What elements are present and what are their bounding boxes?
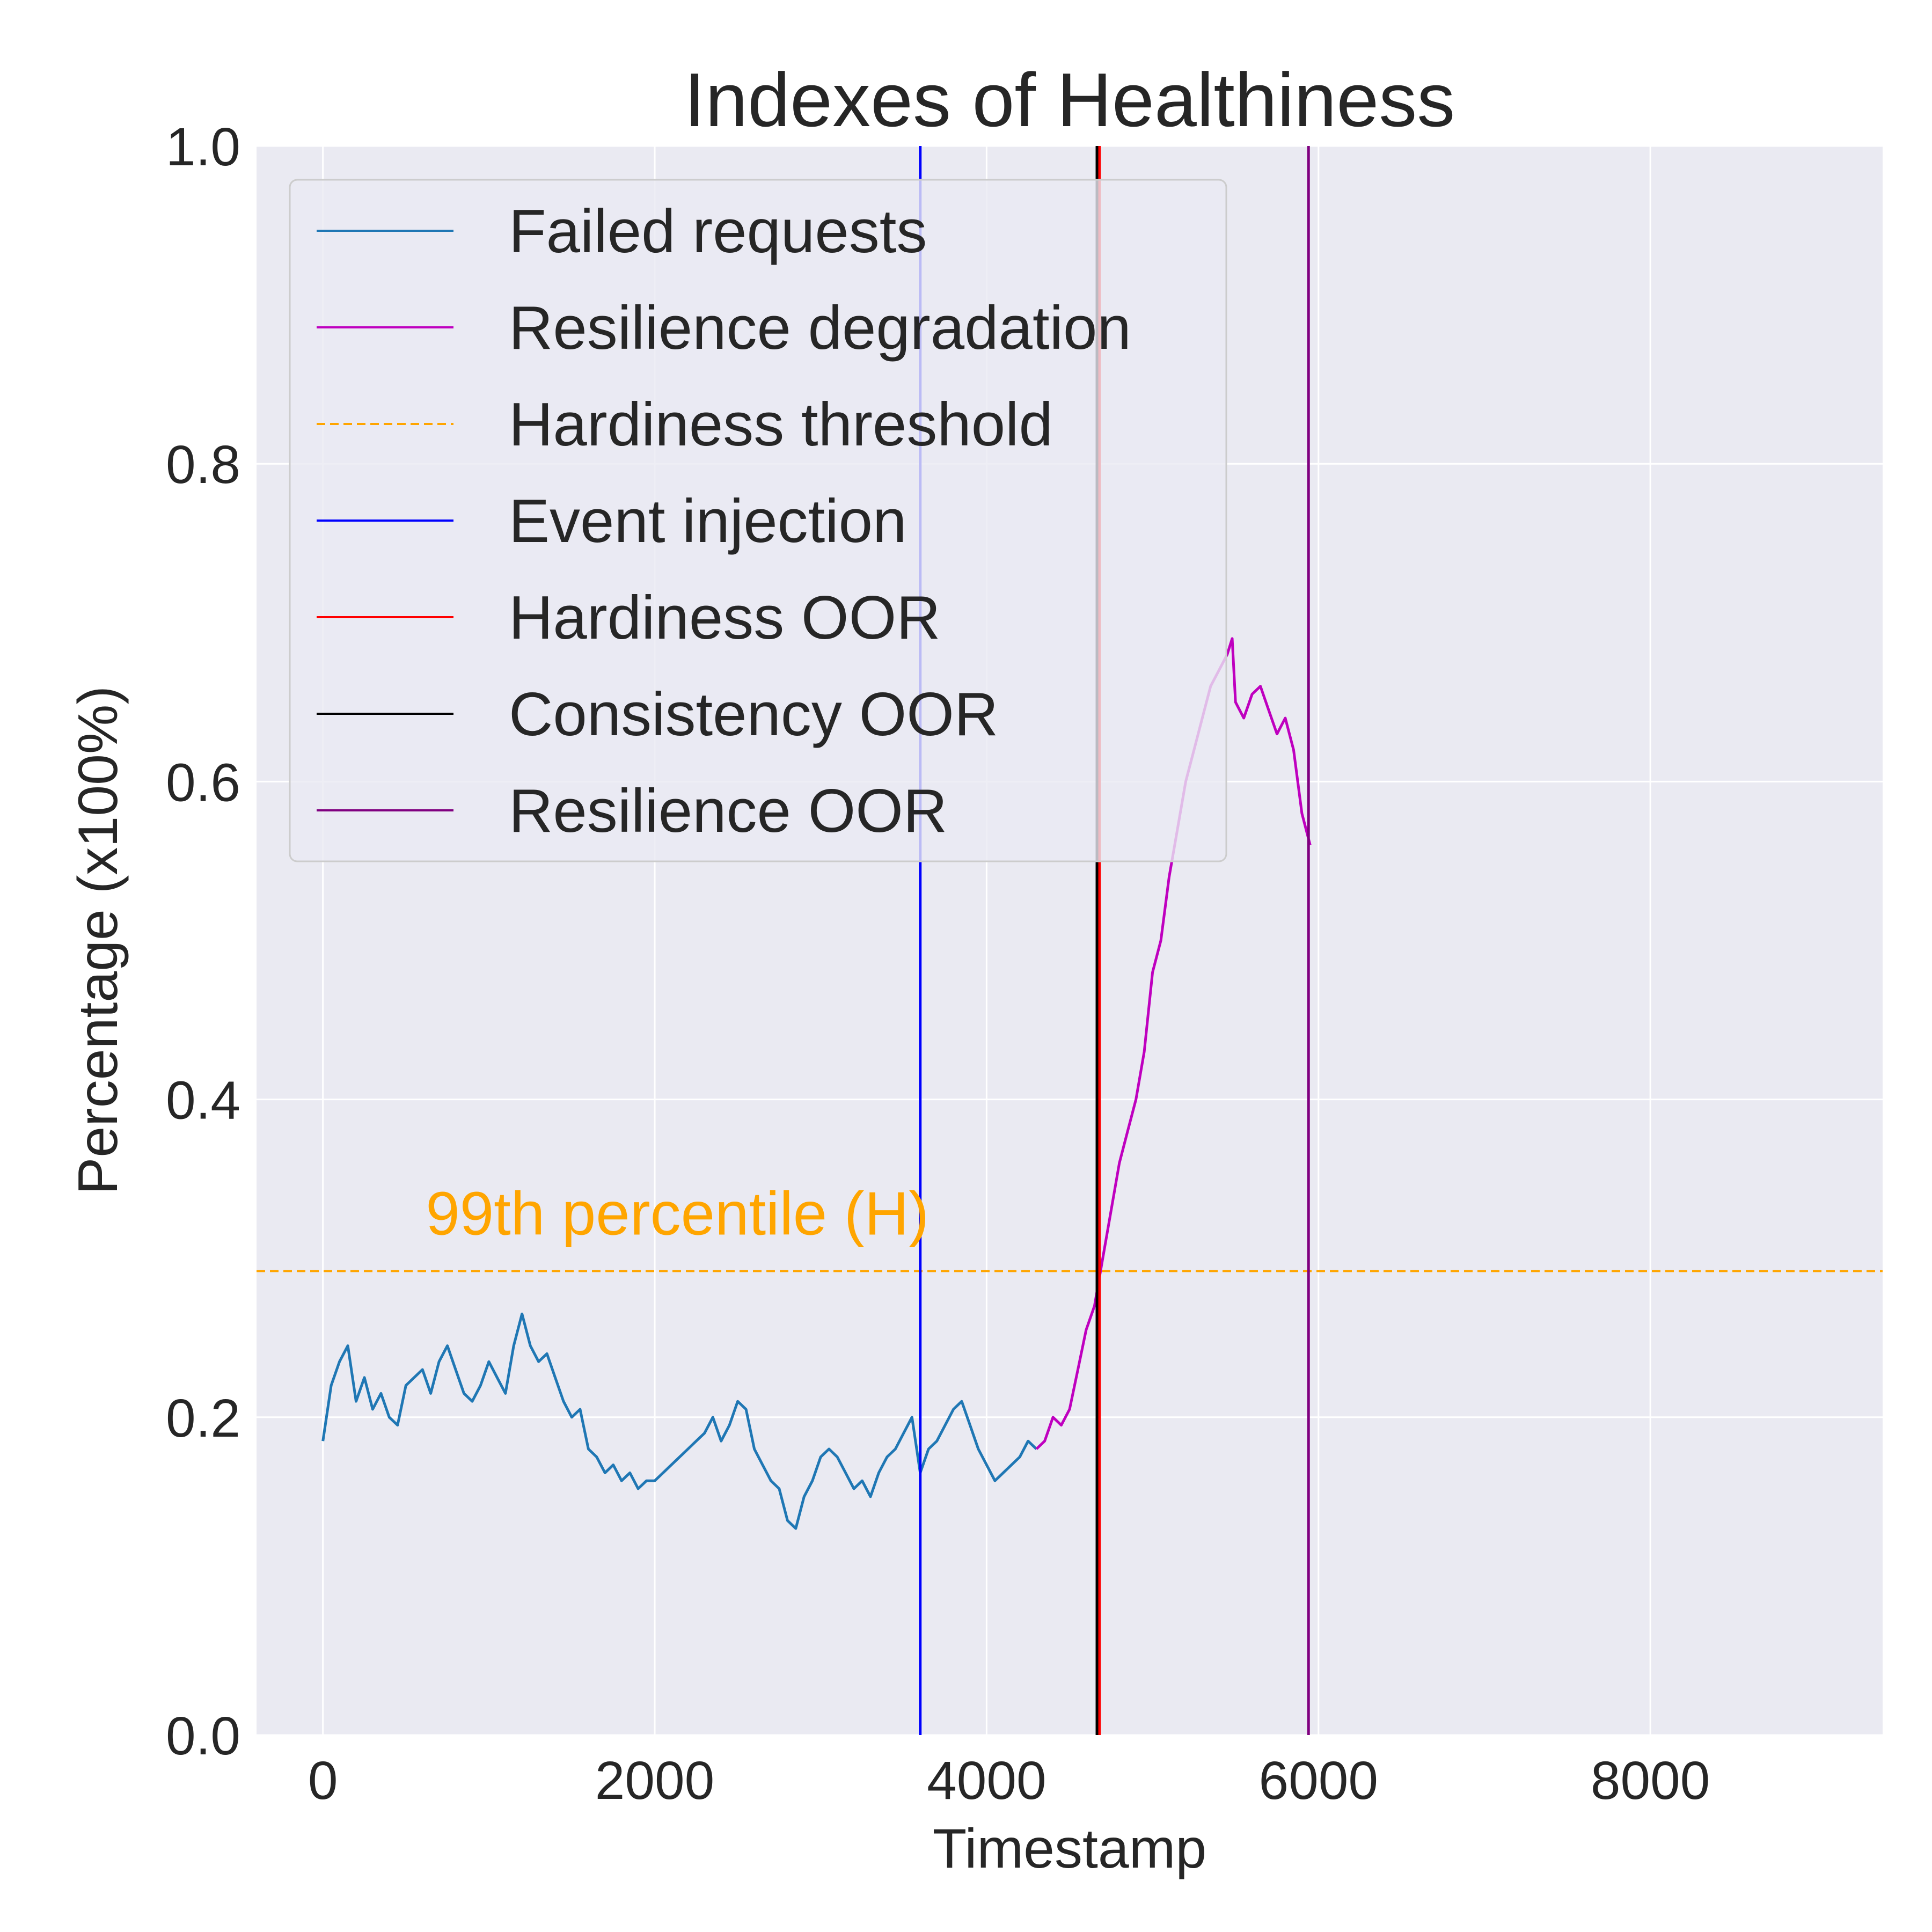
y-ticks: 0.0 0.2 0.4 0.6 0.8 1.0 — [166, 117, 240, 1766]
y-tick-label: 1.0 — [166, 117, 240, 177]
x-ticks: 0 2000 4000 6000 8000 — [308, 1751, 1710, 1811]
legend-label: Resilience OOR — [509, 777, 947, 845]
x-axis-label: Timestamp — [933, 1818, 1206, 1880]
legend-label: Event injection — [509, 487, 906, 555]
legend-label: Hardiness OOR — [509, 584, 941, 652]
legend-label: Hardiness threshold — [509, 391, 1053, 459]
legend-label: Consistency OOR — [509, 680, 998, 749]
y-tick-label: 0.2 — [166, 1388, 240, 1448]
y-axis-label: Percentage (x100%) — [67, 686, 129, 1195]
y-tick-label: 0.4 — [166, 1071, 240, 1131]
x-tick-label: 0 — [308, 1751, 338, 1811]
y-tick-label: 0.8 — [166, 435, 240, 495]
annotation-label: 99th percentile (H) — [426, 1180, 929, 1248]
chart-title: Indexes of Healthiness — [684, 57, 1455, 143]
legend-label: Resilience degradation — [509, 294, 1131, 362]
legend: Failed requests Resilience degradation Har… — [289, 179, 1227, 862]
y-tick-label: 0.6 — [166, 752, 240, 813]
legend-box — [289, 179, 1227, 862]
x-tick-label: 8000 — [1591, 1751, 1710, 1811]
x-tick-label: 4000 — [927, 1751, 1046, 1811]
annotations: 99th percentile (H) — [426, 1180, 929, 1248]
x-tick-label: 2000 — [595, 1751, 714, 1811]
y-tick-label: 0.0 — [166, 1706, 240, 1766]
legend-label: Failed requests — [509, 197, 927, 266]
series-line — [321, 1312, 1037, 1530]
x-tick-label: 6000 — [1259, 1751, 1378, 1811]
